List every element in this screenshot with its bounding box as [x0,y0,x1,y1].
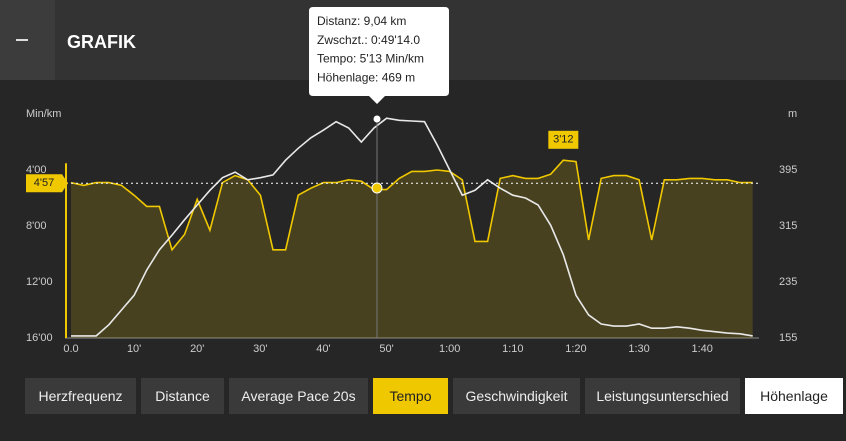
tooltip-line: Distanz: 9,04 km [317,14,406,28]
tooltip-box [309,7,449,104]
series-line [70,159,753,252]
x-tick-label: 20' [190,343,204,355]
cursor-dot [373,115,381,123]
cursor-dot [371,182,383,194]
average-label: 4'57 [34,177,54,189]
chart: Min/km m 4'00 8'00 12'00 16'00 395 315 235 155 0.0… [26,7,797,355]
y2-tick-label: 315 [779,220,797,232]
x-tick-label: 40' [316,343,330,355]
x-tick-label: 1:10 [502,343,523,355]
x-tick-label: 0.0 [63,343,78,355]
average-flag [26,174,68,193]
x-tick-label: 30' [253,343,267,355]
y-tick-label: 8'00 [26,220,46,232]
y-tick-label: 12'00 [26,276,53,288]
x-tick-label: 10' [127,343,141,355]
tab[interactable]: Herzfrequenz [25,378,136,414]
y2-axis-label: m [788,108,797,120]
collapse-button[interactable] [0,0,55,80]
max-label: 3'12 [553,134,573,146]
tab[interactable]: Leistungsunterschied [585,378,740,414]
x-tick-label: 1:00 [439,343,460,355]
collapse-icon [16,39,28,41]
series-line [71,117,753,337]
tab[interactable]: Geschwindigkeit [453,378,580,414]
x-tick-label: 50' [379,343,393,355]
tooltip-line: Zwschzt.: 0:49'14.0 [317,33,420,47]
y2-tick-label: 155 [779,332,797,344]
y2-tick-label: 395 [779,164,797,176]
y-tick-label: 4'00 [26,164,46,176]
tab[interactable]: Höhenlage [745,378,843,414]
y-axis-label: Min/km [26,108,61,120]
tab[interactable]: Average Pace 20s [229,378,368,414]
x-tick-label: 1:40 [691,343,712,355]
y-tick-label: 16'00 [26,332,53,344]
max-flag [548,130,579,149]
y2-tick-label: 235 [779,276,797,288]
tooltip-line: Tempo: 5'13 Min/km [317,52,424,66]
tab[interactable]: Distance [141,378,224,414]
tab[interactable]: Tempo [373,378,448,414]
header-title: GRAFIK [67,32,136,52]
tab-bar: Herzfrequenz Distance Average Pace 20s Temp… [25,378,845,414]
x-tick-label: 1:30 [628,343,649,355]
x-tick-label: 1:20 [565,343,586,355]
tooltip-line: Höhenlage: 469 m [317,70,415,84]
